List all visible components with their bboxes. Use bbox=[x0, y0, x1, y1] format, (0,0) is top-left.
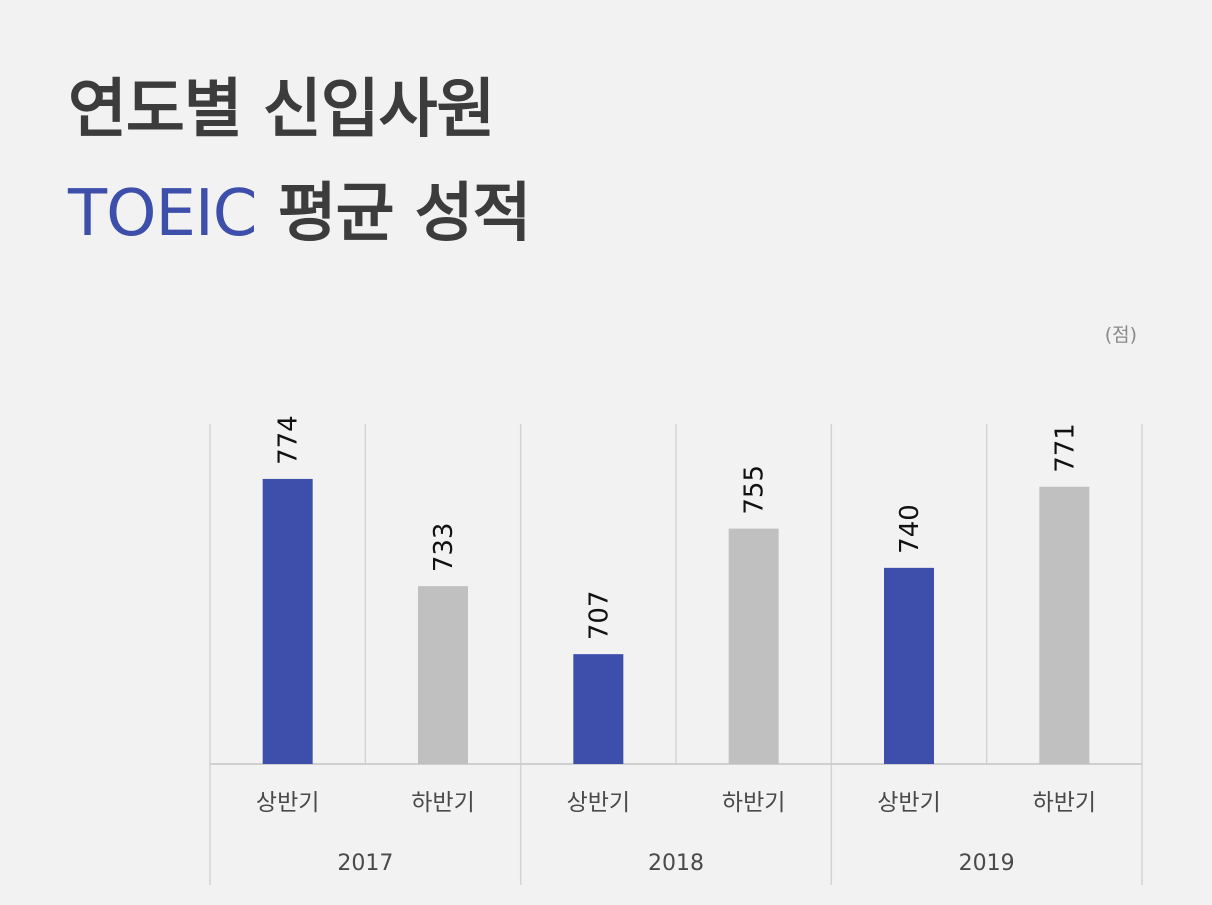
category-label-3: 하반기 bbox=[722, 790, 785, 816]
title-accent: TOEIC bbox=[68, 177, 257, 251]
bar-5 bbox=[1039, 486, 1090, 764]
title-line-1: 연도별 신입사원 bbox=[68, 73, 495, 147]
bar-2 bbox=[573, 654, 624, 764]
bar-0 bbox=[262, 478, 313, 764]
bar-4 bbox=[884, 567, 934, 764]
value-label-3: 755 bbox=[740, 465, 770, 515]
category-label-2: 상반기 bbox=[567, 790, 630, 816]
value-label-5: 771 bbox=[1050, 423, 1080, 473]
value-label-1: 733 bbox=[429, 523, 459, 573]
group-label-2018: 2018 bbox=[648, 851, 704, 876]
bar-1 bbox=[418, 586, 468, 764]
group-label-2017: 2017 bbox=[337, 851, 393, 876]
title-line-2: TOEIC 평균 성적 bbox=[68, 162, 532, 266]
category-label-5: 하반기 bbox=[1033, 790, 1096, 816]
category-label-1: 하반기 bbox=[411, 790, 474, 816]
value-label-4: 740 bbox=[895, 504, 925, 554]
value-label-0: 774 bbox=[274, 415, 304, 465]
page-title: 연도별 신입사원 TOEIC 평균 성적 bbox=[68, 58, 532, 266]
unit-label: (점) bbox=[1104, 324, 1137, 346]
category-label-0: 상반기 bbox=[256, 790, 319, 816]
title-rest: 평균 성적 bbox=[256, 177, 532, 251]
group-label-2019: 2019 bbox=[959, 851, 1015, 876]
value-label-2: 707 bbox=[584, 591, 614, 641]
bar-3 bbox=[728, 528, 779, 764]
category-label-4: 상반기 bbox=[877, 790, 940, 816]
